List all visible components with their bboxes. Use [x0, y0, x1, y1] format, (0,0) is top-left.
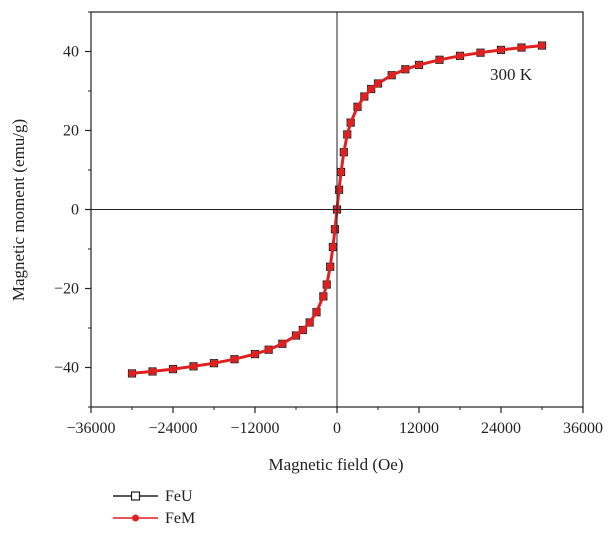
legend-label-feu: FeU [165, 488, 193, 505]
data-point-fem [210, 359, 218, 367]
data-point-fem [367, 85, 375, 93]
data-point-fem [387, 71, 396, 79]
data-point-fem [230, 355, 239, 363]
data-point-fem [538, 41, 546, 50]
data-point-fem [517, 43, 526, 52]
data-point-fem [497, 46, 505, 54]
data-point-fem [305, 318, 314, 327]
data-point-fem [326, 263, 334, 271]
x-tick-label: −24000 [148, 420, 197, 437]
x-tick-label: −12000 [230, 420, 279, 437]
data-point-fem [435, 56, 444, 64]
data-point-fem [374, 79, 382, 88]
y-tick-label: 40 [63, 44, 79, 61]
x-axis-title: Magnetic field (Oe) [269, 455, 404, 474]
data-point-fem [299, 326, 307, 334]
data-point-fem [360, 92, 369, 101]
data-point-fem [476, 48, 485, 57]
x-tick-label: −36000 [66, 420, 115, 437]
data-point-fem [278, 340, 287, 348]
x-tick-label: 36000 [563, 420, 603, 437]
data-point-fem [251, 350, 259, 358]
x-tick-label: 24000 [481, 420, 521, 437]
data-point-fem [169, 365, 177, 373]
y-axis-title: Magnetic moment (emu/g) [9, 119, 28, 301]
data-point-fem [323, 280, 331, 289]
data-point-fem [312, 308, 321, 316]
data-point-fem [401, 65, 410, 73]
data-point-fem [415, 61, 423, 69]
y-tick-label: −40 [54, 360, 79, 377]
data-point-fem [346, 118, 355, 127]
legend-label-fem: FeM [165, 510, 195, 527]
data-point-fem [264, 346, 273, 354]
data-point-fem [128, 369, 136, 378]
x-tick-label: 12000 [399, 420, 439, 437]
data-point-fem [319, 292, 328, 301]
legend: FeU FeM [113, 488, 195, 527]
data-point-fem [292, 331, 300, 340]
data-point-fem [456, 52, 464, 60]
legend-marker-feu [130, 491, 141, 501]
y-tick-label: 0 [71, 202, 79, 219]
data-point-fem [148, 367, 157, 376]
data-point-fem [189, 362, 198, 371]
y-tick-label: 20 [63, 123, 79, 140]
axes: −36000 −24000 −12000 0 12000 24000 36000 −40 −20… [54, 11, 603, 437]
data-point-fem [340, 148, 348, 156]
data-point-fem [353, 103, 362, 111]
data-point-fem [337, 168, 345, 176]
data-point-fem [343, 130, 351, 139]
temperature-annotation: 300 K [490, 65, 533, 84]
legend-marker-fem [132, 514, 139, 522]
x-tick-label: 0 [333, 420, 341, 437]
data-point-fem [329, 243, 337, 251]
y-tick-label: −20 [54, 281, 79, 298]
